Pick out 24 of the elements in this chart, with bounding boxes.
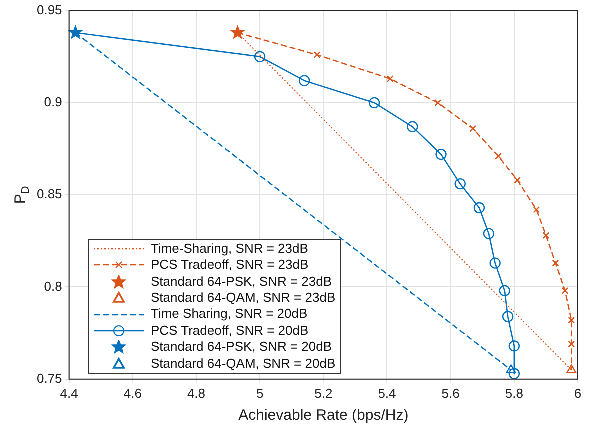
legend-label: PCS Tradeoff, SNR = 23dB — [151, 257, 309, 274]
x-tick-label: 4.6 — [124, 386, 142, 401]
x-tick-label: 5.6 — [442, 386, 460, 401]
x-axis-title: Achievable Rate (bps/Hz) — [238, 407, 409, 424]
legend-label: Time-Sharing, SNR = 23dB — [151, 240, 308, 258]
x-tick-label: 5.2 — [314, 386, 333, 401]
x-tick-label: 4.4 — [60, 386, 78, 401]
legend-label: Standard 64-QAM, SNR = 20dB — [151, 356, 336, 372]
x-tick-label: 4.8 — [187, 386, 206, 401]
legend-label: Standard 64-PSK, SNR = 20dB — [151, 339, 332, 356]
y-tick-label: 0.75 — [36, 370, 62, 386]
x-tick-label: 6 — [574, 386, 582, 401]
legend-label: PCS Tradeoff, SNR = 20dB — [151, 322, 309, 340]
y-tick-label: 0.85 — [36, 186, 62, 202]
x-tick-label: 5 — [256, 386, 264, 401]
y-tick-label: 0.8 — [44, 278, 62, 294]
legend-label: Standard 64-PSK, SNR = 23dB — [151, 274, 332, 290]
y-axis-title: PD — [12, 186, 32, 204]
y-tick-label: 0.95 — [36, 2, 62, 18]
legend-label: Standard 64-QAM, SNR = 23dB — [151, 290, 336, 306]
legend-label: Time Sharing, SNR = 20dB — [151, 306, 308, 323]
x-tick-label: 5.8 — [505, 386, 524, 401]
x-tick-label: 5.4 — [378, 386, 396, 401]
y-tick-label: 0.9 — [44, 94, 62, 110]
